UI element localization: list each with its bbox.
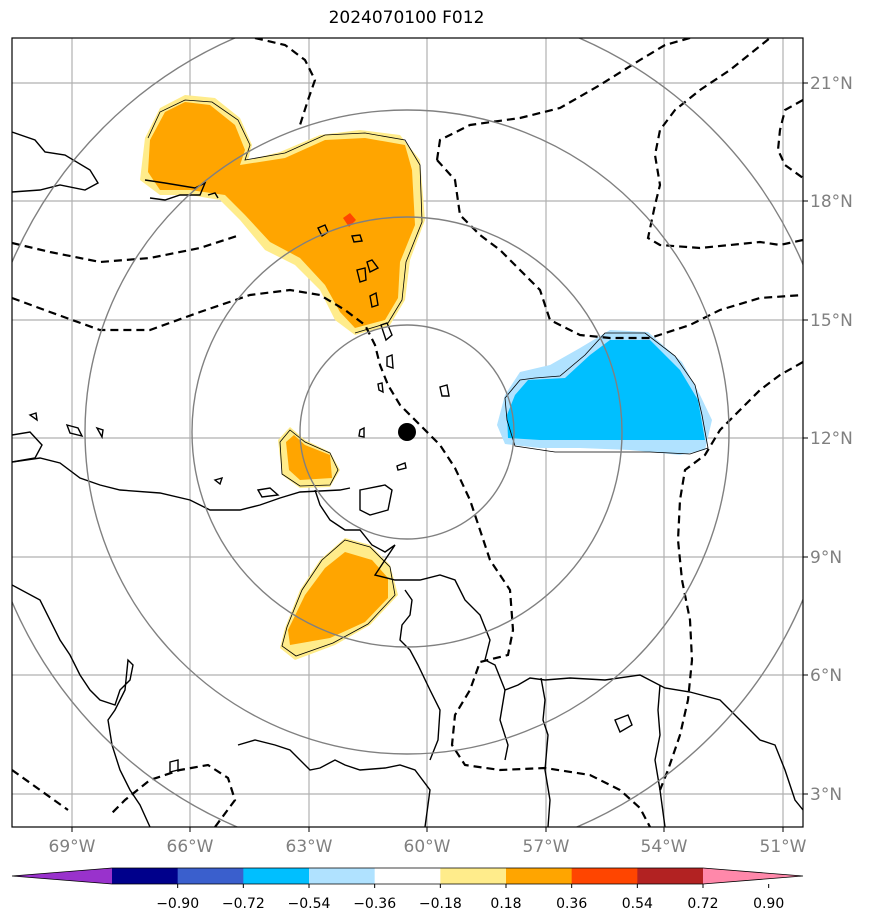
lon-label-63w: 63°W (286, 837, 333, 857)
colorbar-segment (374, 868, 441, 884)
colorbar-tick-label: −0.18 (419, 896, 462, 912)
colorbar: −0.90 −0.72 −0.54 −0.36 −0.18 0.18 0.36 0.54 0.7… (11, 867, 804, 912)
lat-label-9n: 9°N (810, 548, 842, 568)
lat-label-12n: 12°N (810, 429, 853, 449)
range-rings (12, 38, 803, 827)
colorbar-segment (571, 868, 638, 884)
colorbar-segment (440, 868, 507, 884)
lon-label-51w: 51°W (760, 837, 807, 857)
colorbar-tick-label: 0.72 (687, 896, 718, 912)
lat-label-21n: 21°N (810, 74, 853, 94)
positive-anomaly-central (278, 427, 340, 488)
lon-label-66w: 66°W (167, 837, 214, 857)
lon-label-60w: 60°W (404, 837, 451, 857)
colorbar-tick-label: 0.18 (490, 896, 521, 912)
lon-label-69w: 69°W (49, 837, 96, 857)
colorbar-extend-min (12, 868, 112, 884)
colorbar-segment (243, 868, 310, 884)
lon-label-57w: 57°W (523, 837, 570, 857)
colorbar-tick-label: 0.90 (753, 896, 784, 912)
axis-ticks (71, 82, 808, 832)
colorbar-tick-label: −0.36 (353, 896, 396, 912)
positive-anomaly-south (280, 538, 398, 660)
lat-label-18n: 18°N (810, 192, 853, 212)
positive-anomaly-north (140, 95, 425, 335)
colorbar-tick-label: −0.54 (288, 896, 331, 912)
colorbar-extend-max (703, 868, 803, 884)
colorbar-outline (11, 867, 804, 885)
dashed-contours (12, 38, 803, 827)
lat-label-15n: 15°N (810, 311, 853, 331)
colorbar-tick-label: 0.36 (556, 896, 587, 912)
colorbar-tick-label: −0.90 (156, 896, 199, 912)
colorbar-segment (177, 868, 244, 884)
lat-label-3n: 3°N (810, 785, 842, 805)
storm-center-marker (398, 423, 416, 441)
map-frame (11, 37, 804, 828)
map-title: 2024070100 F012 (328, 8, 485, 28)
colorbar-segment (309, 868, 376, 884)
colorbar-segment (637, 868, 704, 884)
colorbar-tick-label: 0.54 (622, 896, 653, 912)
contour-outlines (147, 99, 423, 657)
colorbar-segment (112, 868, 179, 884)
lon-label-54w: 54°W (641, 837, 688, 857)
colorbar-segment (506, 868, 573, 884)
lat-label-6n: 6°N (810, 666, 842, 686)
colorbar-tick-label: −0.72 (222, 896, 265, 912)
negative-anomaly-east (497, 330, 712, 455)
